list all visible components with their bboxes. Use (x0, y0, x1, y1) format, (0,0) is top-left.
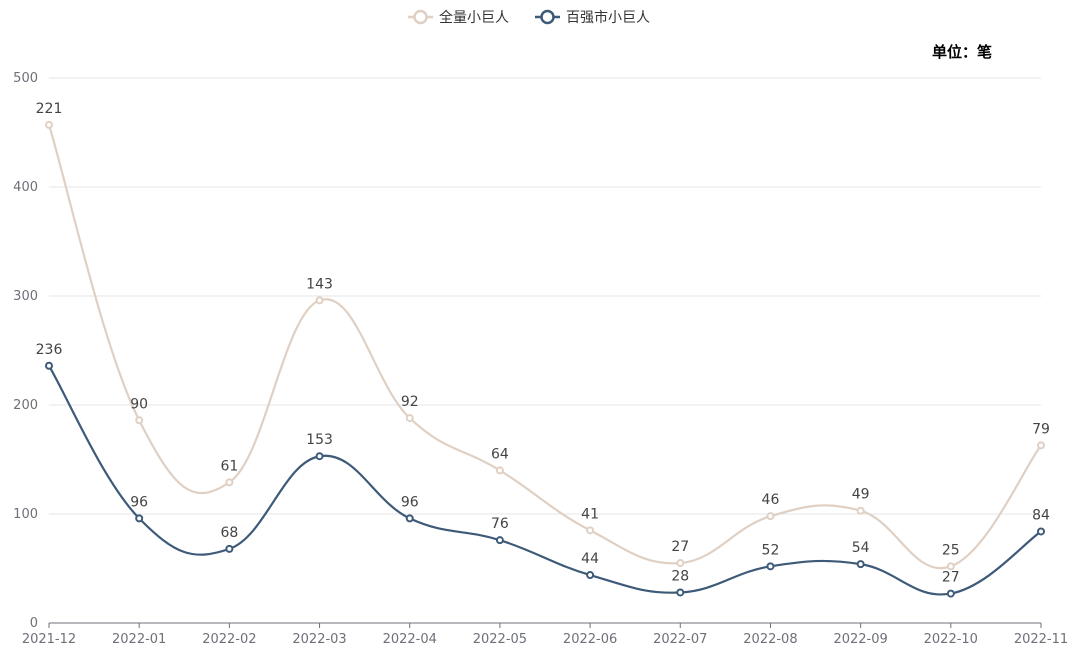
series-lines (45, 120, 1045, 598)
data-point (495, 466, 504, 475)
y-tick-label: 200 (13, 398, 38, 413)
data-label: 68 (220, 525, 238, 541)
data-point (135, 514, 144, 523)
x-tick-label: 2022-02 (202, 632, 256, 647)
legend-marker (413, 9, 428, 25)
y-tick-label: 100 (13, 507, 38, 522)
x-tick-label: 2022-06 (563, 632, 617, 647)
data-label: 90 (130, 396, 148, 412)
x-tick-label: 2021-12 (22, 632, 76, 647)
data-point (495, 536, 504, 545)
data-point (586, 526, 595, 535)
series-line-1 (47, 124, 1042, 570)
data-point (405, 514, 414, 523)
x-tick-label: 2022-05 (473, 632, 527, 647)
data-point (45, 120, 53, 129)
data-label: 153 (306, 432, 333, 448)
y-tick-label: 300 (13, 289, 38, 304)
data-label: 61 (220, 458, 238, 474)
grid-lines (49, 77, 1041, 515)
data-label: 79 (1032, 421, 1050, 437)
data-label: 46 (762, 492, 780, 508)
data-label: 236 (36, 342, 63, 358)
x-tick-label: 2022-07 (653, 632, 707, 647)
x-tick-label: 2022-04 (383, 632, 437, 647)
data-label: 92 (401, 394, 419, 410)
data-point (135, 416, 144, 425)
data-point (315, 452, 324, 461)
data-label: 27 (942, 570, 960, 586)
data-label: 76 (491, 516, 509, 532)
data-label: 27 (671, 539, 689, 555)
data-point (225, 544, 234, 553)
data-point (766, 512, 775, 521)
data-point (225, 478, 234, 487)
x-tick-label: 2022-11 (1014, 632, 1068, 647)
data-point (405, 414, 414, 423)
data-point (676, 588, 685, 597)
data-point (676, 559, 685, 568)
x-tick-label: 2022-09 (833, 632, 887, 647)
data-point (946, 562, 955, 571)
legend-label: 百强市小巨人 (566, 9, 650, 26)
axes: 0 100 200 300 400 500 2021-12 2022-01 2022-02 202… (13, 71, 1068, 647)
data-label: 28 (671, 568, 689, 584)
data-point (766, 562, 775, 571)
data-label: 25 (942, 542, 960, 558)
data-label: 64 (491, 446, 509, 462)
data-point (856, 506, 865, 515)
data-label: 96 (401, 494, 419, 510)
unit-label: 单位：笔 (932, 43, 992, 61)
data-point (1037, 441, 1045, 450)
x-tick-label: 2022-10 (924, 632, 978, 647)
series-line-2 (48, 365, 1042, 596)
x-tick-label: 2022-03 (292, 632, 346, 647)
y-tick-label: 400 (13, 180, 38, 195)
data-label: 41 (581, 506, 599, 522)
data-label: 221 (36, 101, 63, 117)
legend-item-1[interactable]: 全量小巨人 (408, 9, 509, 26)
y-tick-label: 500 (13, 71, 38, 86)
data-point (586, 571, 595, 580)
data-point (946, 589, 955, 598)
data-point (856, 560, 865, 569)
data-label: 96 (130, 494, 148, 510)
data-label: 44 (581, 551, 599, 567)
data-label: 84 (1032, 507, 1050, 523)
data-labels: 221 90 61 143 92 64 41 27 46 49 25 79 236 96 68 153 96 76… (36, 101, 1050, 586)
legend-item-2[interactable]: 百强市小巨人 (535, 9, 650, 26)
x-tick-label: 2022-01 (112, 632, 166, 647)
data-label: 143 (306, 276, 333, 292)
x-tick-label: 2022-08 (743, 632, 797, 647)
data-label: 54 (852, 540, 870, 556)
data-label: 52 (762, 542, 780, 558)
legend-label: 全量小巨人 (439, 9, 509, 26)
legend-marker (540, 9, 555, 25)
data-point (45, 361, 53, 370)
data-label: 49 (852, 487, 870, 503)
data-point (315, 296, 324, 305)
y-tick-label: 0 (30, 616, 38, 631)
data-point (1037, 527, 1045, 536)
legend: 全量小巨人 百强市小巨人 (408, 9, 650, 26)
